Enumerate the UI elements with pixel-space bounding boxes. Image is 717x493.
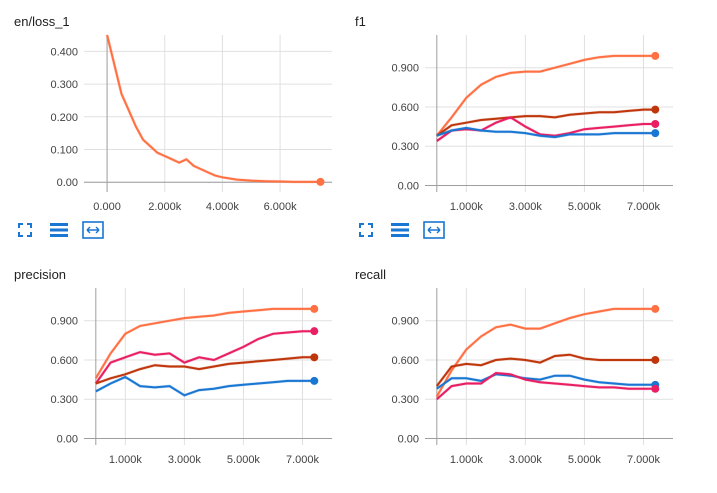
chart-card-recall: recall 0.00 0.300 0.600 0.900 1.000k 3.000k 5.…	[341, 253, 681, 493]
series-line	[94, 330, 315, 385]
x-tick-label: 3.000k	[509, 454, 543, 466]
x-tick-label: 5.000k	[227, 454, 261, 466]
x-tick-label: 7.000k	[627, 454, 661, 466]
y-tick-label: 0.200	[50, 112, 78, 124]
chart-title: precision	[14, 267, 67, 282]
toggle-expand-icon[interactable]	[423, 220, 445, 240]
chart-card-loss: en/loss_1 0.00 0.100 0.200 0.300 0.400 0.000 2…	[0, 0, 340, 240]
series-line	[435, 307, 656, 398]
series-endpoint	[651, 384, 660, 393]
series-line	[436, 371, 656, 400]
x-tick-label: 7.000k	[627, 201, 661, 213]
y-tick-label: 0.00	[57, 177, 78, 189]
chart-toolbar	[355, 220, 445, 240]
y-tick-label: 0.900	[391, 63, 419, 75]
chart-loss[interactable]: 0.00 0.100 0.200 0.300 0.400 0.000 2.000k 4.000…	[0, 30, 340, 220]
fit-domain-icon[interactable]	[14, 220, 36, 240]
fit-domain-icon[interactable]	[355, 220, 377, 240]
series-line	[436, 54, 656, 137]
x-tick-label: 4.000k	[206, 201, 240, 213]
chart-title: en/loss_1	[14, 14, 70, 29]
y-tick-label: 0.300	[50, 79, 78, 91]
series-line	[436, 126, 656, 139]
toggle-y-log-icon[interactable]	[48, 220, 70, 240]
series-endpoint	[310, 327, 319, 336]
chart-title: recall	[355, 267, 387, 282]
series-endpoint	[651, 119, 660, 128]
chart-toolbar	[14, 220, 104, 240]
series-line	[436, 108, 656, 137]
y-tick-label: 0.600	[391, 102, 419, 114]
x-tick-label: 0.000	[93, 201, 121, 213]
series-line	[436, 353, 656, 387]
chart-title: f1	[355, 14, 366, 29]
series-endpoint	[310, 304, 319, 313]
y-tick-label: 0.00	[57, 433, 78, 445]
y-tick-label: 0.300	[391, 394, 419, 406]
series-endpoint	[310, 353, 319, 362]
series-line	[94, 307, 315, 379]
x-tick-label: 1.000k	[450, 454, 484, 466]
series-endpoint	[651, 304, 660, 313]
chart-recall[interactable]: 0.00 0.300 0.600 0.900 1.000k 3.000k 5.000k 7.0…	[341, 283, 681, 473]
x-tick-label: 1.000k	[450, 201, 484, 213]
y-tick-label: 0.600	[391, 355, 419, 367]
chart-card-f1: f1 0.00 0.300 0.600 0.900 1.000k 3.000k 5.000k…	[341, 0, 681, 240]
chart-f1[interactable]: 0.00 0.300 0.600 0.900 1.000k 3.000k 5.000k 7.0…	[341, 30, 681, 220]
toggle-y-log-icon[interactable]	[389, 220, 411, 240]
series-line	[436, 373, 656, 390]
x-tick-label: 6.000k	[264, 201, 298, 213]
chart-precision[interactable]: 0.00 0.300 0.600 0.900 1.000k 3.000k 5.000k 7.0…	[0, 283, 340, 473]
y-tick-label: 0.100	[50, 144, 78, 156]
toggle-expand-icon[interactable]	[82, 220, 104, 240]
y-tick-label: 0.400	[50, 46, 78, 58]
y-tick-label: 0.600	[50, 355, 78, 367]
x-tick-label: 5.000k	[568, 201, 602, 213]
x-tick-label: 2.000k	[148, 201, 182, 213]
series-endpoint	[316, 177, 325, 186]
y-tick-label: 0.00	[398, 433, 419, 445]
series-endpoint	[310, 376, 319, 385]
y-tick-label: 0.300	[391, 141, 419, 153]
y-tick-label: 0.00	[398, 180, 419, 192]
series-endpoint	[651, 129, 660, 138]
x-tick-label: 5.000k	[568, 454, 602, 466]
series-endpoint	[651, 51, 660, 60]
series-shadow-line	[105, 34, 321, 184]
series-endpoint	[651, 105, 660, 114]
series-shadow-line	[94, 329, 315, 385]
chart-card-precision: precision 0.00 0.300 0.600 0.900 1.000k 3.000…	[0, 253, 340, 493]
series-line	[106, 34, 321, 183]
series-endpoint	[651, 355, 660, 364]
series-line	[95, 375, 315, 397]
series-line	[95, 356, 315, 385]
x-tick-label: 3.000k	[509, 201, 543, 213]
x-tick-label: 7.000k	[286, 454, 320, 466]
x-tick-label: 3.000k	[168, 454, 202, 466]
x-tick-label: 1.000k	[109, 454, 143, 466]
y-tick-label: 0.900	[391, 316, 419, 328]
y-tick-label: 0.300	[50, 394, 78, 406]
y-tick-label: 0.900	[50, 316, 78, 328]
